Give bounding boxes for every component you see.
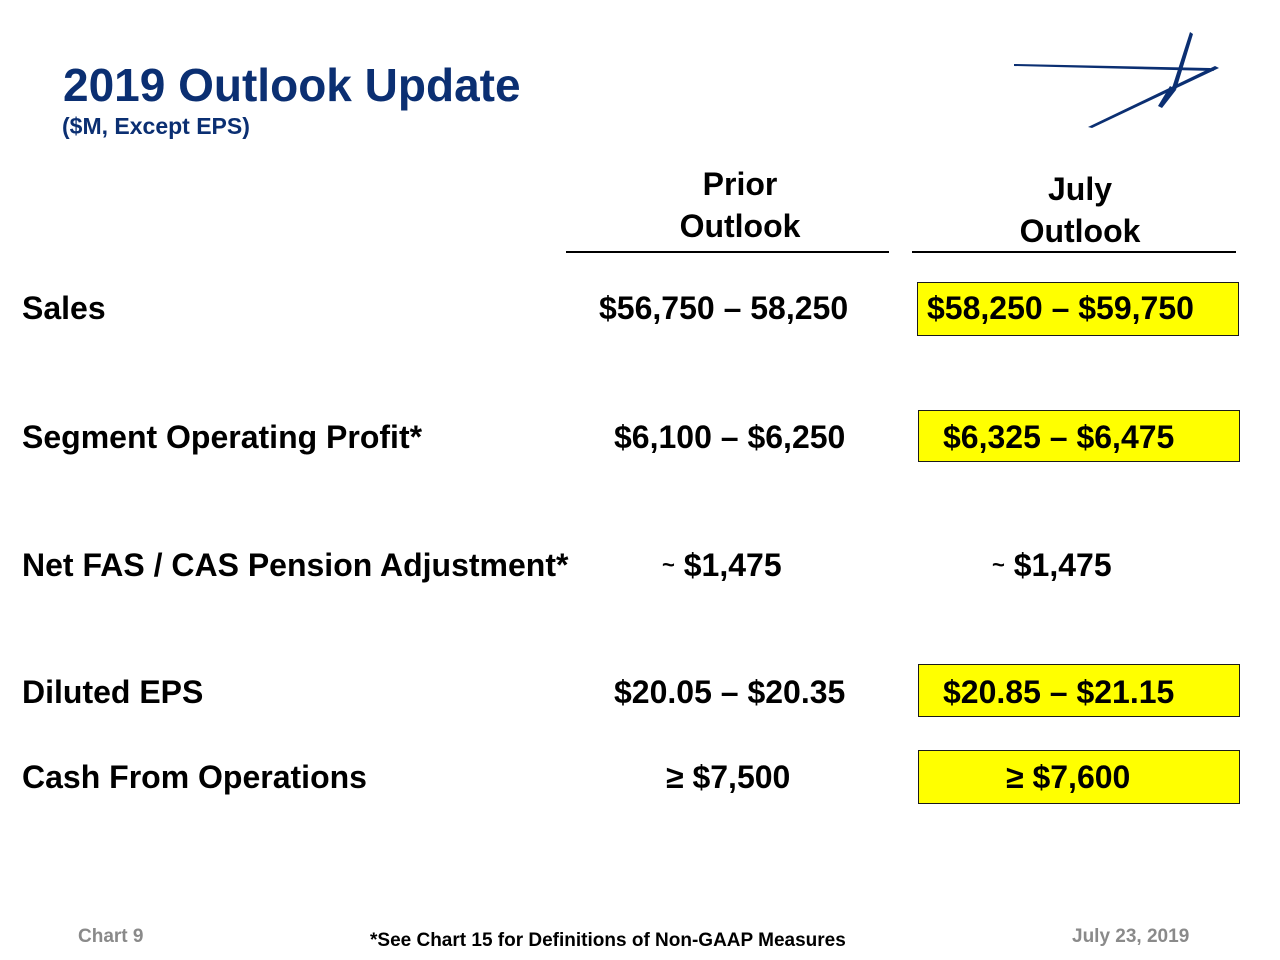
july-value-sales: $58,250 – $59,750 <box>927 290 1194 326</box>
row-label-segment-operating-profit: Segment Operating Profit* <box>22 419 423 455</box>
column-rule-july <box>912 251 1236 253</box>
column-header-july-line1: July <box>1047 171 1113 207</box>
footer-note: *See Chart 15 for Definitions of Non-GAA… <box>370 930 846 951</box>
prior-value-diluted-eps: $20.05 – $20.35 <box>614 674 846 710</box>
highlight-box-diluted-eps <box>918 664 1240 717</box>
row-label-net-fas-cas-pension: Net FAS / CAS Pension Adjustment* <box>22 547 569 583</box>
prior-value-sales: $56,750 – 58,250 <box>599 290 849 326</box>
column-rule-prior <box>566 251 889 253</box>
july-value-cash-from-operations: ≥ $7,600 <box>1006 759 1131 795</box>
july-value-diluted-eps: $20.85 – $21.15 <box>943 674 1175 710</box>
approx-symbol: ~ <box>992 552 1005 577</box>
highlight-box-sales <box>917 282 1239 336</box>
prior-value-net-fas-cas-pension: ~ $1,475 <box>662 547 782 584</box>
column-header-july: July Outlook <box>980 168 1180 252</box>
column-header-prior-line1: Prior <box>702 166 778 202</box>
footer-chart-number: Chart 9 <box>78 926 144 947</box>
page-title: 2019 Outlook Update <box>63 59 521 111</box>
highlight-box-cash-from-operations <box>918 750 1240 804</box>
footer-date: July 23, 2019 <box>1072 926 1190 947</box>
prior-amount: $1,475 <box>683 547 782 583</box>
prior-value-segment-operating-profit: $6,100 – $6,250 <box>614 419 846 455</box>
july-amount: $1,475 <box>1013 547 1112 583</box>
page-subtitle: ($M, Except EPS) <box>62 113 250 139</box>
approx-symbol: ~ <box>662 552 675 577</box>
column-header-july-line2: Outlook <box>1019 213 1141 249</box>
prior-value-cash-from-operations: ≥ $7,500 <box>666 759 791 795</box>
highlight-box-segment-operating-profit <box>918 410 1240 462</box>
row-label-sales: Sales <box>22 290 106 326</box>
july-value-segment-operating-profit: $6,325 – $6,475 <box>943 419 1175 455</box>
star-streak-logo-icon <box>1014 32 1219 128</box>
july-value-net-fas-cas-pension: ~ $1,475 <box>992 547 1112 584</box>
row-label-cash-from-operations: Cash From Operations <box>22 759 367 795</box>
column-header-prior: Prior Outlook <box>640 163 840 247</box>
column-header-prior-line2: Outlook <box>679 208 801 244</box>
row-label-diluted-eps: Diluted EPS <box>22 674 204 710</box>
